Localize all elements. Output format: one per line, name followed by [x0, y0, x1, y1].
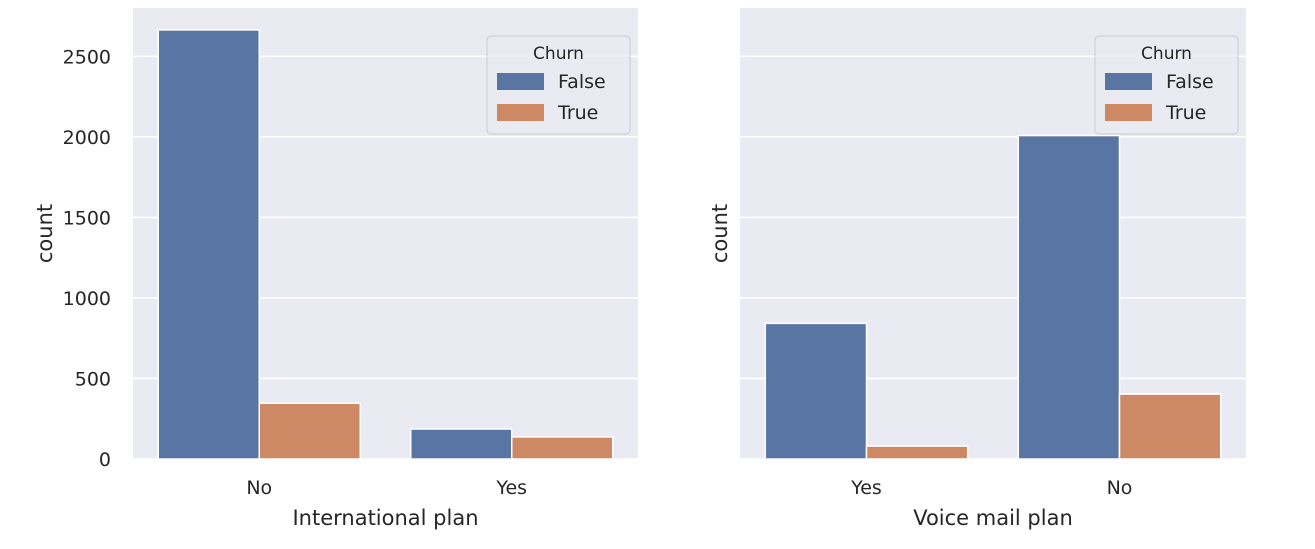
chart-1-legend-swatch-false [497, 73, 544, 90]
chart-2-legend-title: Churn [1141, 44, 1192, 64]
chart-2-bar-false-no [1017, 134, 1121, 460]
chart-2-legend-swatch-false [1105, 73, 1152, 90]
chart-1-y-tick-label: 500 [75, 368, 111, 390]
chart-1-bar-false-no [157, 29, 260, 460]
chart-1-x-tick-label: Yes [495, 477, 527, 499]
chart-1-y-tick-label: 2500 [63, 46, 111, 68]
chart-1-y-tick-label: 0 [99, 449, 111, 471]
chart-1-bar-true-yes [511, 436, 614, 460]
chart-2-bar-true-no [1118, 393, 1222, 460]
chart-1-y-tick-label: 2000 [63, 127, 111, 149]
chart-2-legend-swatch-true [1105, 104, 1152, 121]
chart-1-bar-false-yes [410, 428, 513, 460]
chart-1-legend-label-true: True [557, 102, 598, 124]
chart-1-legend-swatch-true [497, 104, 544, 121]
chart-1-bar-true-no [258, 402, 361, 460]
chart-1-legend-label-false: False [558, 71, 606, 93]
chart-2-legend: Churn False True [1094, 35, 1239, 135]
chart-1-legend: Churn False True [486, 35, 631, 135]
chart-1-y-axis-title: count [33, 204, 57, 263]
chart-1-legend-title: Churn [533, 44, 584, 64]
chart-2-bar-false-yes [764, 322, 868, 460]
chart-2: Yes No Voice mail plan count Churn False True [708, 8, 1246, 530]
chart-2-legend-label-true: True [1165, 102, 1206, 124]
chart-2-x-axis-title: Voice mail plan [913, 506, 1073, 530]
chart-2-legend-label-false: False [1166, 71, 1214, 93]
chart-2-x-tick-label: No [1107, 477, 1133, 499]
chart-1-y-tick-label: 1500 [63, 207, 111, 229]
chart-2-x-tick-label: Yes [850, 477, 882, 499]
chart-2-bar-true-yes [865, 445, 969, 460]
chart-1-x-axis-title: International plan [292, 506, 478, 530]
chart-2-y-axis-title: count [708, 204, 732, 263]
chart-1-x-tick-label: No [246, 477, 272, 499]
chart-1-y-tick-label: 1000 [63, 288, 111, 310]
chart-1: 0 500 1000 1500 2000 2500 No Yes International p… [33, 8, 638, 530]
